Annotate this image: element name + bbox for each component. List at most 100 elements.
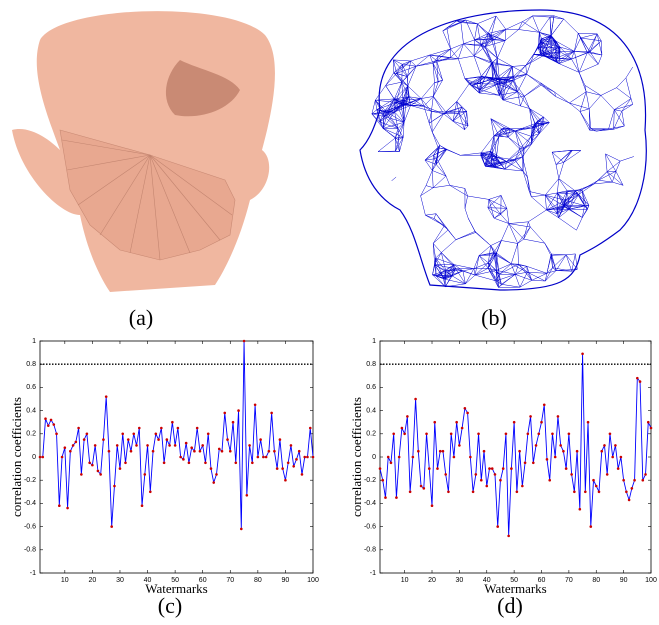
- point: [535, 444, 538, 447]
- point: [47, 424, 50, 427]
- point: [166, 438, 169, 441]
- point: [611, 456, 614, 459]
- y-tick-label: 0.8: [26, 361, 36, 368]
- point: [199, 450, 202, 453]
- point: [146, 444, 149, 447]
- point: [124, 462, 127, 465]
- x-tick-label: 70: [226, 577, 234, 584]
- point: [201, 444, 204, 447]
- point: [381, 479, 384, 482]
- point: [392, 433, 395, 436]
- point: [83, 438, 86, 441]
- point: [641, 479, 644, 482]
- point: [306, 456, 309, 459]
- point: [581, 352, 584, 355]
- point: [606, 473, 609, 476]
- point: [246, 494, 249, 497]
- point: [55, 433, 58, 436]
- point: [77, 427, 80, 430]
- point: [223, 412, 226, 415]
- point: [119, 467, 122, 470]
- point: [587, 421, 590, 424]
- point: [573, 491, 576, 494]
- point: [543, 404, 546, 407]
- point: [447, 491, 450, 494]
- x-tick-label: 100: [307, 577, 319, 584]
- point: [472, 491, 475, 494]
- y-tick-label: 0: [32, 454, 36, 461]
- caption: (a): [129, 305, 153, 330]
- head-render: [12, 11, 275, 292]
- point: [644, 473, 647, 476]
- point: [614, 444, 617, 447]
- point: [461, 427, 464, 430]
- point: [554, 456, 557, 459]
- y-tick-label: 0.2: [366, 431, 376, 438]
- x-tick-label: 100: [645, 577, 657, 584]
- point: [64, 446, 67, 449]
- x-tick-label: 80: [254, 577, 262, 584]
- plot-frame: [40, 341, 313, 573]
- point: [168, 444, 171, 447]
- point: [116, 444, 119, 447]
- point: [617, 467, 620, 470]
- point: [384, 496, 387, 499]
- x-tick-label: 80: [592, 577, 600, 584]
- point: [557, 415, 560, 418]
- y-tick-label: 0.6: [366, 384, 376, 391]
- point: [287, 462, 290, 465]
- point: [121, 433, 124, 436]
- point: [494, 473, 497, 476]
- point: [406, 415, 409, 418]
- y-tick-label: -0.2: [24, 477, 36, 484]
- point: [466, 412, 469, 415]
- page: {"captions": ["(a)", "(b)", "(c)", "(d)"…: [0, 0, 659, 625]
- y-tick-label: -0.6: [24, 523, 36, 530]
- point: [204, 462, 207, 465]
- point: [625, 491, 628, 494]
- point: [105, 395, 108, 398]
- point: [379, 467, 382, 470]
- point: [295, 458, 298, 461]
- point: [259, 438, 262, 441]
- y-tick-label: 0.6: [26, 384, 36, 391]
- y-tick-label: 0: [372, 454, 376, 461]
- point: [562, 450, 565, 453]
- point: [510, 467, 513, 470]
- y-tick-label: -0.8: [24, 547, 36, 554]
- point: [94, 444, 97, 447]
- point: [312, 456, 315, 459]
- point: [130, 450, 133, 453]
- point: [469, 456, 472, 459]
- point: [135, 444, 138, 447]
- point: [485, 485, 488, 488]
- point: [631, 487, 634, 490]
- point: [458, 444, 461, 447]
- point: [232, 421, 235, 424]
- x-tick-label: 70: [565, 577, 573, 584]
- point: [403, 433, 406, 436]
- point: [251, 462, 254, 465]
- point: [50, 419, 53, 422]
- point: [464, 407, 467, 410]
- point: [647, 421, 650, 424]
- point: [488, 467, 491, 470]
- point: [650, 427, 653, 430]
- point: [265, 456, 268, 459]
- point: [444, 473, 447, 476]
- point: [439, 450, 442, 453]
- point: [270, 412, 273, 415]
- point: [548, 479, 551, 482]
- x-tick-label: 10: [61, 577, 69, 584]
- point: [576, 450, 579, 453]
- x-tick-label: 90: [282, 577, 290, 584]
- point: [171, 421, 174, 424]
- point: [273, 450, 276, 453]
- point: [72, 444, 75, 447]
- point: [102, 438, 105, 441]
- point: [499, 479, 502, 482]
- point: [177, 427, 180, 430]
- y-axis-label: correlation coefficients: [9, 397, 24, 517]
- y-tick-label: 0.2: [26, 431, 36, 438]
- point: [143, 473, 146, 476]
